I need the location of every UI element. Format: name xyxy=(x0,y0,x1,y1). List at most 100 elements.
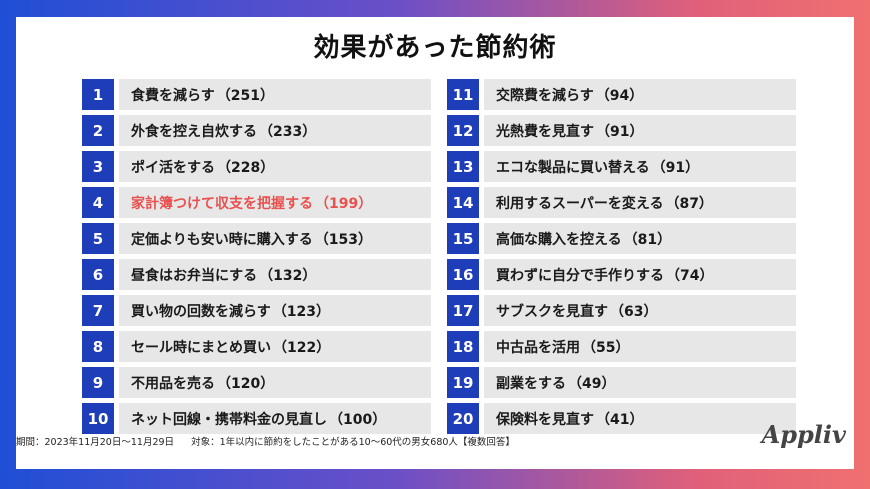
ranking-row: 17 サブスクを見直す （63） xyxy=(447,295,796,326)
item-count: （132） xyxy=(259,267,317,284)
rank-number: 15 xyxy=(447,223,479,254)
ranking-item: 保険料を見直す （41） xyxy=(484,403,796,434)
ranking-row: 16 買わずに自分で手作りする （74） xyxy=(447,259,796,290)
item-label: 交際費を減らす xyxy=(496,87,594,104)
item-count: （55） xyxy=(582,339,630,356)
ranking-item: 利用するスーパーを変える （87） xyxy=(484,187,796,218)
item-label: 定価よりも安い時に購入する xyxy=(131,231,313,248)
rank-number: 6 xyxy=(82,259,114,290)
ranking-row: 1 食費を減らす （251） xyxy=(82,79,431,110)
rank-number: 7 xyxy=(82,295,114,326)
item-label: 買い物の回数を減らす xyxy=(131,303,271,320)
item-count: （122） xyxy=(273,339,331,356)
ranking-item: エコな製品に買い替える （91） xyxy=(484,151,796,182)
item-label: セール時にまとめ買い xyxy=(131,339,271,356)
ranking-column-right: 11 交際費を減らす （94） 12 光熱費を見直す （91） 13 エコな製品に買い替える（… xyxy=(447,79,796,439)
survey-footnote: 期間：2023年11月20日〜11月29日 対象：1年以内に節約をしたことがある… xyxy=(16,434,529,448)
appliv-logo: Appliv xyxy=(761,420,846,449)
rank-number: 2 xyxy=(82,115,114,146)
ranking-row: 8 セール時にまとめ買い （122） xyxy=(82,331,431,362)
ranking-item: 定価よりも安い時に購入する （153） xyxy=(119,223,431,254)
rank-number: 1 xyxy=(82,79,114,110)
survey-target: 対象：1年以内に節約をしたことがある10〜60代の男女680人【複数回答】 xyxy=(191,437,515,448)
item-label: 家計簿つけて収支を把握する xyxy=(131,195,313,212)
ranking-row: 20 保険料を見直す （41） xyxy=(447,403,796,434)
rank-number: 14 xyxy=(447,187,479,218)
item-count: （91） xyxy=(651,159,700,176)
rank-number: 9 xyxy=(82,367,114,398)
ranking-row: 6 昼食はお弁当にする （132） xyxy=(82,259,431,290)
item-label: ポイ活をする xyxy=(131,159,215,176)
item-count: （81） xyxy=(623,231,672,248)
ranking-item: サブスクを見直す （63） xyxy=(484,295,796,326)
rank-number: 17 xyxy=(447,295,479,326)
item-count: （63） xyxy=(610,303,658,320)
item-label: 外食を控え自炊する xyxy=(131,123,257,140)
rank-number: 8 xyxy=(82,331,114,362)
item-label: 高価な購入を控える xyxy=(496,231,622,248)
item-count: （153） xyxy=(314,231,372,248)
ranking-row: 12 光熱費を見直す （91） xyxy=(447,115,796,146)
rank-number: 3 xyxy=(82,151,114,182)
ranking-row: 19 副業をする （49） xyxy=(447,367,796,398)
item-count: （123） xyxy=(272,303,330,320)
ranking-row: 3 ポイ活をする （228） xyxy=(82,151,431,182)
rank-number: 10 xyxy=(82,403,114,434)
item-count: （91） xyxy=(596,123,644,140)
rank-number: 5 xyxy=(82,223,114,254)
ranking-item: 交際費を減らす （94） xyxy=(484,79,796,110)
item-label: 光熱費を見直す xyxy=(496,123,594,140)
chart-title: 効果があった節約術 xyxy=(313,33,557,63)
rank-number: 12 xyxy=(447,115,479,146)
item-label: 利用するスーパーを変える xyxy=(496,195,664,212)
ranking-item: 不用品を売る （120） xyxy=(119,367,431,398)
ranking-item: 中古品を活用 （55） xyxy=(484,331,796,362)
ranking-item: 食費を減らす （251） xyxy=(119,79,431,110)
rank-number: 19 xyxy=(447,367,479,398)
ranking-row: 10 ネット回線・携帯料金の見直し （100） xyxy=(82,403,431,434)
item-label: サブスクを見直す xyxy=(496,303,608,320)
item-label: エコな製品に買い替える xyxy=(496,159,650,176)
item-label: 副業をする xyxy=(496,375,566,392)
ranking-item: 家計簿つけて収支を把握する （199） xyxy=(119,187,431,218)
rank-number: 20 xyxy=(447,403,479,434)
ranking-column-left: 1 食費を減らす （251） 2 外食を控え自炊する （233） 3 ポイ活をする （228） 4… xyxy=(82,79,431,439)
ranking-item: 買わずに自分で手作りする （74） xyxy=(484,259,796,290)
item-label: ネット回線・携帯料金の見直し xyxy=(131,411,327,428)
rank-number: 18 xyxy=(447,331,479,362)
chart-panel: 効果があった節約術 1 食費を減らす （251） 2 外食を控え自炊する （233） 3 ポイ… xyxy=(16,17,854,469)
item-label: 中古品を活用 xyxy=(496,339,580,356)
ranking-item: 高価な購入を控える （81） xyxy=(484,223,796,254)
ranking-item: セール時にまとめ買い （122） xyxy=(119,331,431,362)
item-label: 買わずに自分で手作りする xyxy=(496,267,664,284)
rank-number: 13 xyxy=(447,151,479,182)
item-count: （233） xyxy=(259,123,317,140)
item-count: （94） xyxy=(595,87,644,104)
ranking-row: 4 家計簿つけて収支を把握する （199） xyxy=(82,187,431,218)
ranking-row: 9 不用品を売る （120） xyxy=(82,367,431,398)
item-count: （87） xyxy=(665,195,713,212)
ranking-row: 18 中古品を活用 （55） xyxy=(447,331,796,362)
survey-period: 期間：2023年11月20日〜11月29日 xyxy=(16,437,175,448)
ranking-item: 副業をする （49） xyxy=(484,367,796,398)
ranking-row: 15 高価な購入を控える （81） xyxy=(447,223,796,254)
ranking-row: 5 定価よりも安い時に購入する （153） xyxy=(82,223,431,254)
item-label: 保険料を見直す xyxy=(496,411,594,428)
item-count: （199） xyxy=(315,195,373,212)
ranking-item: ポイ活をする （228） xyxy=(119,151,431,182)
rank-number: 4 xyxy=(82,187,114,218)
item-count: （74） xyxy=(666,267,714,284)
ranking-item: 昼食はお弁当にする （132） xyxy=(119,259,431,290)
rank-number: 11 xyxy=(447,79,479,110)
ranking-row: 7 買い物の回数を減らす （123） xyxy=(82,295,431,326)
ranking-row: 13 エコな製品に買い替える （91） xyxy=(447,151,796,182)
item-count: （41） xyxy=(596,411,644,428)
ranking-row: 11 交際費を減らす （94） xyxy=(447,79,796,110)
item-count: （228） xyxy=(217,159,275,176)
item-count: （100） xyxy=(329,411,387,428)
item-label: 昼食はお弁当にする xyxy=(131,267,258,284)
item-count: （49） xyxy=(568,375,616,392)
ranking-item: 買い物の回数を減らす （123） xyxy=(119,295,431,326)
item-count: （251） xyxy=(216,87,274,104)
